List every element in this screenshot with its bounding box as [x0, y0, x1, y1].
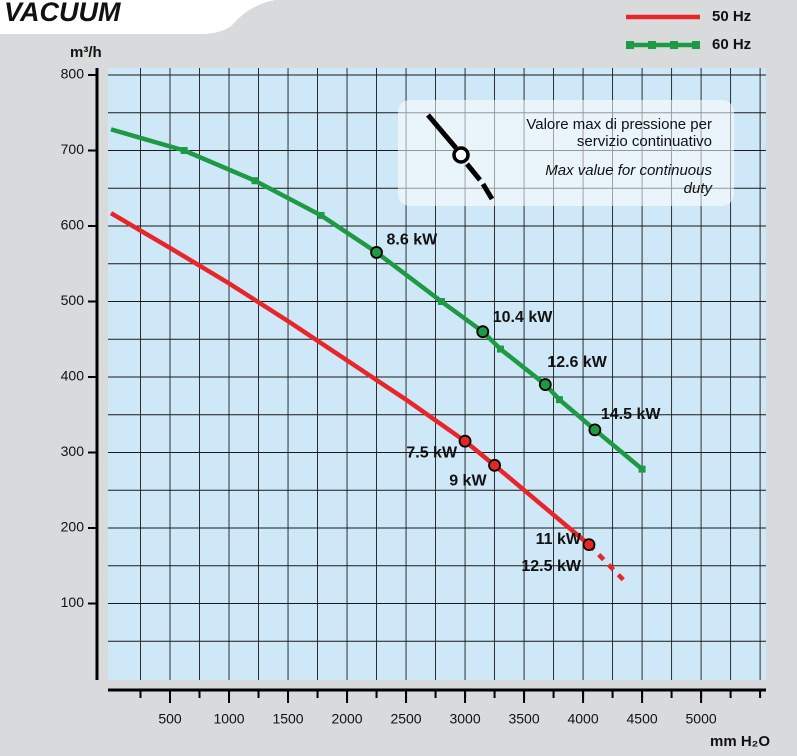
x-tick-label: 2000 [331, 711, 362, 727]
x-tick-label: 3500 [508, 711, 539, 727]
legend-marker [626, 41, 634, 49]
power-point [458, 434, 472, 448]
y-tick-label: 400 [61, 368, 85, 384]
power-point [588, 423, 602, 437]
marker [437, 298, 445, 305]
x-tick-label: 5000 [686, 711, 717, 727]
y-axis-label: m³/h [70, 44, 102, 61]
power-label: 12.5 kW [521, 558, 581, 575]
chart-title: VACUUM [4, 0, 121, 27]
note-text: duty [684, 180, 714, 197]
note-text: servizio continuativo [577, 133, 712, 150]
marker [638, 465, 646, 473]
note-box [398, 100, 734, 206]
x-tick-label: 500 [158, 711, 182, 727]
legend-marker [692, 41, 700, 49]
line [109, 211, 591, 547]
line [110, 127, 644, 471]
note-icon-line [465, 162, 482, 182]
y-tick-label: 600 [61, 217, 85, 233]
marker [180, 147, 188, 154]
y-tick-label: 800 [61, 66, 85, 82]
y-tick-label: 300 [61, 443, 85, 459]
note-icon-line [480, 182, 495, 201]
legend-label: 50 Hz [712, 8, 751, 25]
power-label: 9 kW [449, 473, 487, 490]
note-icon-line [426, 113, 458, 150]
y-tick-label: 200 [61, 519, 85, 535]
marker [496, 345, 504, 353]
x-tick-label: 4500 [627, 711, 658, 727]
line-dashed [587, 543, 626, 583]
power-label: 14.5 kW [601, 406, 661, 423]
title-tab [0, 0, 275, 34]
marker [317, 211, 325, 219]
x-tick-label: 2500 [390, 711, 421, 727]
power-point [582, 538, 596, 552]
note-text: Valore max di pressione per [526, 116, 712, 133]
legend-marker [648, 41, 656, 49]
x-tick-label: 4000 [567, 711, 598, 727]
power-label: 12.6 kW [547, 354, 607, 371]
note-text: Max value for continuous [545, 162, 712, 179]
power-label: 11 kW [536, 531, 582, 548]
legend-label: 60 Hz [712, 36, 751, 53]
x-tick-label: 3000 [449, 711, 480, 727]
note-icon-circle [452, 146, 470, 164]
power-point [488, 458, 501, 472]
marker [555, 396, 563, 404]
power-point [538, 378, 552, 391]
power-point [476, 325, 490, 339]
power-point [370, 246, 383, 259]
x-tick-label: 1000 [213, 711, 244, 727]
x-axis-label: mm H₂O [710, 733, 770, 750]
x-tick-label: 1500 [272, 711, 303, 727]
marker [251, 177, 259, 185]
power-label: 7.5 kW [406, 444, 458, 461]
power-label: 10.4 kW [493, 309, 553, 326]
power-label: 8.6 kW [387, 232, 439, 249]
legend-marker [670, 41, 678, 49]
y-tick-label: 100 [61, 594, 85, 610]
y-tick-label: 700 [61, 141, 85, 157]
y-tick-label: 500 [61, 292, 85, 308]
